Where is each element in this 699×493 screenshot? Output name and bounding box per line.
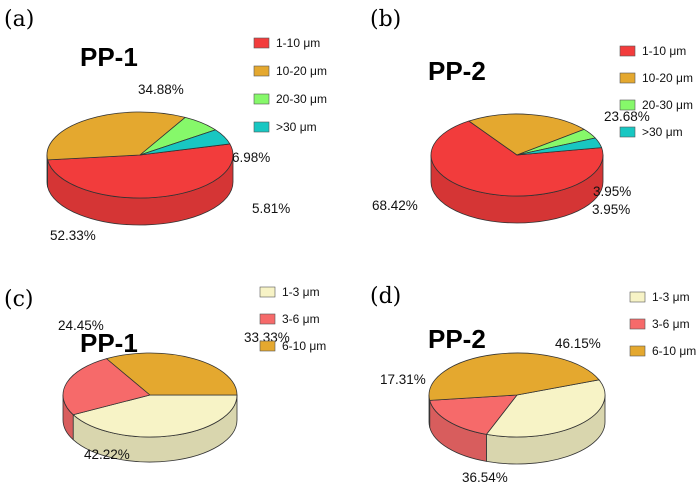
panel-letter: (d) — [370, 284, 401, 309]
chart-title: PP-1 — [80, 328, 138, 358]
pie-slice-4 — [139, 129, 231, 156]
slice-label: 33.33% — [244, 330, 290, 345]
chart-title: PP-2 — [428, 56, 486, 86]
pie-panel-2: (b) PP-2 68.42% 23.68% 3.95% 3.95% 1-10 μm 10-2… — [370, 7, 693, 224]
slice-label: 34.88% — [138, 82, 184, 97]
slice-label: 68.42% — [372, 198, 418, 213]
slice-label: 24.45% — [58, 318, 104, 333]
slice-label: 6.98% — [232, 150, 270, 165]
pie-panel-3: (c) PP-1 42.22% 24.45% 33.33% 1-3 μm 3-6 μm 6-1… — [4, 285, 326, 463]
legend-entry: >30 μm — [276, 120, 317, 134]
legend-entry: 20-30 μm — [276, 92, 327, 106]
panel-letter: (a) — [4, 7, 34, 32]
pie-slice-2 — [429, 394, 518, 435]
legend-entry: 6-10 μm — [652, 344, 696, 358]
legend-swatch — [253, 93, 270, 105]
legend-swatch — [619, 45, 636, 57]
legend-swatch — [259, 286, 276, 298]
slice-label: 46.15% — [555, 336, 601, 351]
legend: 1-3 μm 3-6 μm 6-10 μm — [259, 285, 326, 353]
legend-swatch — [619, 99, 636, 111]
pie-top — [62, 352, 238, 438]
legend-entry: 1-3 μm — [652, 290, 690, 304]
pie-slice-1 — [72, 394, 238, 438]
legend-swatch — [629, 345, 646, 357]
chart-title: PP-1 — [80, 42, 138, 72]
legend: 1-10 μm 10-20 μm 20-30 μm >30 μm — [619, 44, 693, 139]
legend-swatch — [259, 313, 276, 325]
legend-entry: 10-20 μm — [276, 64, 327, 78]
legend-entry: 3-6 μm — [282, 312, 320, 326]
legend-swatch — [253, 37, 270, 49]
legend-entry: >30 μm — [642, 125, 683, 139]
legend-entry: 6-10 μm — [282, 339, 326, 353]
chart-title: PP-2 — [428, 324, 486, 354]
legend-entry: 1-10 μm — [276, 36, 320, 50]
legend-swatch — [253, 121, 270, 133]
slice-label: 42.22% — [84, 447, 130, 462]
slice-label: 23.68% — [604, 109, 650, 124]
legend-swatch — [619, 126, 636, 138]
slice-label: 5.81% — [252, 201, 290, 216]
legend-swatch — [259, 340, 276, 352]
pie-slice-2 — [46, 111, 186, 161]
slice-label: 36.54% — [462, 470, 508, 485]
pie-panel-1: (a) PP-1 52.33% 34.88% 6.98% 5.81% 1-10 μm 10-2… — [4, 7, 327, 243]
legend: 1-10 μm 10-20 μm 20-30 μm >30 μm — [253, 36, 327, 134]
legend-entry: 20-30 μm — [642, 98, 693, 112]
pie-top — [428, 352, 606, 438]
legend: 1-3 μm 3-6 μm 6-10 μm — [629, 290, 696, 358]
legend-entry: 10-20 μm — [642, 71, 693, 85]
panel-letter: (c) — [4, 287, 34, 312]
pie-slice-3 — [106, 352, 238, 396]
slice-label: 17.31% — [380, 372, 426, 387]
pie-slice-4 — [516, 137, 603, 156]
slice-label: 3.95% — [593, 184, 631, 199]
legend-swatch — [619, 72, 636, 84]
pie-top — [430, 113, 604, 197]
pie-top — [46, 111, 234, 199]
legend-entry: 3-6 μm — [652, 317, 690, 331]
panel-letter: (b) — [370, 7, 401, 32]
pie-slice-3 — [428, 352, 600, 401]
pie-slice-2 — [468, 113, 585, 156]
legend-entry: 1-3 μm — [282, 285, 320, 299]
pie-slice-1 — [486, 379, 606, 438]
pie-panel-4: (d) PP-2 36.54% 17.31% 46.15% 1-3 μm 3-6 μm 6-1… — [370, 284, 696, 485]
slice-label: 52.33% — [50, 228, 96, 243]
pie-slice-1 — [430, 120, 604, 197]
pie-slice-2 — [62, 358, 151, 416]
legend-swatch — [629, 291, 646, 303]
slice-label: 3.95% — [592, 202, 630, 217]
legend-swatch — [253, 65, 270, 77]
legend-swatch — [629, 318, 646, 330]
legend-entry: 1-10 μm — [642, 44, 686, 58]
